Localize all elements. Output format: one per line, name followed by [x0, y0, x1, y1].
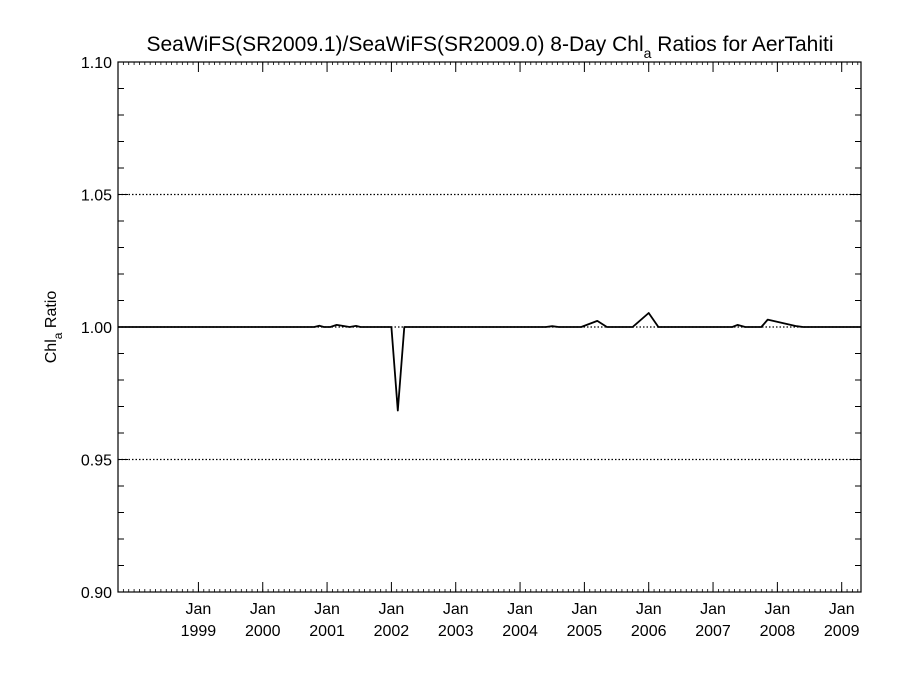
x-tick-month-10: Jan [829, 601, 855, 618]
y-tick-label-3: 1.05 [81, 188, 112, 205]
x-tick-year-7: 2006 [631, 623, 667, 640]
x-tick-month-4: Jan [443, 601, 469, 618]
x-tick-month-0: Jan [186, 601, 212, 618]
x-tick-month-5: Jan [507, 601, 533, 618]
y-tick-label-0: 0.90 [81, 585, 112, 602]
x-axis-ticks: Jan 1999 Jan 2000 Jan 2001 Jan 2002 Jan 2003 Jan 20… [181, 62, 860, 640]
x-tick-month-9: Jan [764, 601, 790, 618]
x-tick-month-2: Jan [314, 601, 340, 618]
x-tick-year-2: 2001 [309, 623, 345, 640]
series-line-0 [118, 312, 861, 412]
x-tick-year-4: 2003 [438, 623, 474, 640]
x-tick-month-1: Jan [250, 601, 276, 618]
x-tick-year-9: 2008 [760, 623, 796, 640]
x-tick-year-5: 2004 [502, 623, 538, 640]
x-tick-year-10: 2009 [824, 623, 860, 640]
y-tick-label-2: 1.00 [81, 320, 112, 337]
x-tick-year-1: 2000 [245, 623, 281, 640]
plot-frame [117, 61, 862, 593]
series-group [118, 312, 861, 412]
x-tick-year-6: 2005 [567, 623, 603, 640]
x-tick-year-3: 2002 [374, 623, 410, 640]
y-tick-label-4: 1.10 [81, 55, 112, 72]
x-tick-month-3: Jan [378, 601, 404, 618]
chart-title: SeaWiFS(SR2009.1)/SeaWiFS(SR2009.0) 8-Da… [146, 33, 833, 61]
x-tick-month-8: Jan [700, 601, 726, 618]
y-axis-ticks: 0.90 0.95 1.00 1.05 1.10 [81, 55, 112, 602]
chart-title-subscript: a [644, 45, 652, 61]
x-tick-year-0: 1999 [181, 623, 217, 640]
y-tick-label-1: 0.95 [81, 453, 112, 470]
y-axis-label: Chla Ratio [43, 291, 65, 364]
x-tick-year-8: 2007 [695, 623, 731, 640]
x-tick-month-6: Jan [571, 601, 597, 618]
x-tick-month-7: Jan [636, 601, 662, 618]
y-axis-label-subscript: a [51, 332, 65, 339]
